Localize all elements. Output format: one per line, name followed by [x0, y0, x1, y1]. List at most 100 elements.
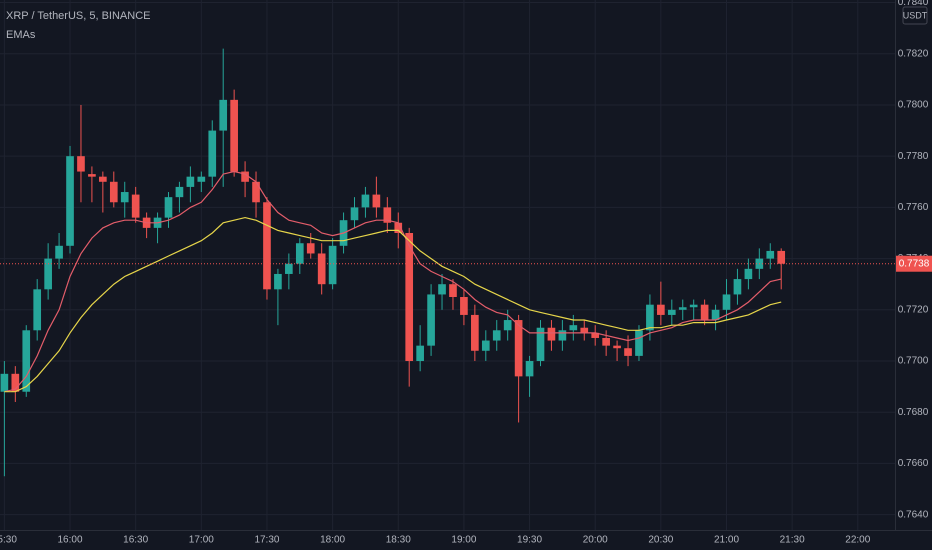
candle-body: [164, 197, 173, 218]
candle-body: [657, 304, 665, 315]
candle-body: [77, 156, 85, 172]
ema-line: [4, 216, 782, 393]
y-tick-label: 0.7700: [898, 356, 929, 367]
y-tick-label: 0.7640: [898, 509, 929, 520]
candle-body: [131, 194, 140, 218]
candle-body: [0, 373, 9, 392]
candle-body: [514, 320, 523, 377]
candle-body: [689, 304, 698, 308]
x-tick-label: 20:30: [648, 535, 673, 546]
x-tick-label: 18:00: [320, 535, 345, 546]
candle-body: [646, 304, 654, 331]
candle-body: [109, 181, 118, 203]
candle-body: [700, 304, 709, 321]
ema-line: [4, 170, 782, 393]
candle-body: [558, 330, 567, 341]
x-tick-label: 16:00: [58, 535, 83, 546]
candle-body: [350, 207, 359, 221]
candle-body: [383, 207, 392, 223]
x-tick-label: 17:00: [189, 535, 214, 546]
y-tick-label: 0.7840: [898, 0, 929, 8]
candle-body: [711, 309, 720, 321]
symbol-title: XRP / TetherUS, 5, BINANCE: [6, 10, 150, 22]
candle-body: [591, 332, 600, 338]
x-tick-label: 21:00: [714, 535, 739, 546]
candle-body: [678, 307, 687, 310]
candle-body: [580, 327, 589, 333]
candle-body: [186, 176, 195, 187]
candle-body: [602, 337, 610, 346]
candle-body: [471, 314, 479, 351]
candle-body: [361, 194, 370, 208]
candle-body: [624, 348, 632, 356]
x-tick-label: 20:00: [583, 535, 608, 546]
candle-body: [197, 176, 206, 182]
currency[interactable]: USDT: [903, 10, 928, 20]
candle-body: [33, 289, 42, 331]
candle-body: [241, 171, 249, 182]
y-tick-label: 0.7720: [898, 304, 929, 315]
candle-body: [328, 245, 337, 285]
candle-body: [317, 253, 326, 285]
indicator-name[interactable]: EMAs: [6, 29, 36, 41]
y-tick-label: 0.7780: [898, 151, 929, 162]
x-tick-label: 22:00: [845, 535, 870, 546]
x-tick-label: 17:30: [254, 535, 279, 546]
y-tick-label: 0.7760: [898, 202, 929, 213]
candle-body: [438, 284, 446, 295]
candle-body: [569, 325, 578, 331]
candle-body: [66, 156, 74, 246]
y-tick-label: 0.7660: [898, 458, 929, 469]
candle-body: [547, 327, 556, 341]
candle-body: [99, 176, 107, 182]
candle-body: [230, 99, 238, 172]
candle-body: [460, 297, 468, 315]
candle-body: [416, 345, 424, 362]
candle-body: [481, 340, 490, 351]
candle-body: [744, 268, 753, 280]
candle-body: [667, 309, 676, 315]
price-label: 0.7738: [899, 258, 930, 269]
candle-body: [733, 279, 742, 295]
candle-body: [503, 320, 512, 331]
candle-body: [208, 130, 217, 177]
candle-body: [55, 245, 63, 259]
candle-body: [120, 192, 129, 203]
candle-body: [285, 263, 293, 274]
candle-body: [613, 345, 621, 349]
candle-body: [263, 202, 271, 290]
x-tick-label: 19:30: [517, 535, 542, 546]
candle-body: [274, 273, 282, 290]
candle-body: [405, 232, 414, 362]
candle-body: [88, 174, 96, 177]
x-tick-label: 21:30: [780, 535, 805, 546]
y-tick-label: 0.7680: [898, 407, 929, 418]
candle-body: [372, 194, 381, 208]
candle-body: [492, 330, 501, 341]
candle-body: [11, 373, 20, 392]
currency-box[interactable]: [902, 6, 928, 25]
x-tick-label: 19:00: [451, 535, 476, 546]
candle-body: [449, 284, 457, 298]
candle-body: [536, 327, 545, 362]
candle-body: [766, 250, 775, 259]
candle-body: [22, 330, 31, 392]
price-label-box: [896, 255, 932, 272]
plot: [0, 0, 895, 530]
candle-body: [722, 294, 731, 310]
y-tick-label: 0.7820: [898, 48, 929, 59]
candle-body: [525, 361, 534, 377]
candle-body: [306, 243, 315, 254]
candle-body: [252, 181, 260, 203]
candle-body: [219, 99, 228, 131]
candle-body: [394, 222, 403, 233]
x-tick-label: 18:30: [386, 535, 411, 546]
candle-body: [777, 250, 786, 264]
candle-body: [635, 330, 643, 356]
x-tick-label: 15:30: [0, 535, 17, 546]
candle-body: [295, 243, 304, 264]
candle-body: [44, 258, 52, 290]
x-tick-label: 16:30: [123, 535, 148, 546]
